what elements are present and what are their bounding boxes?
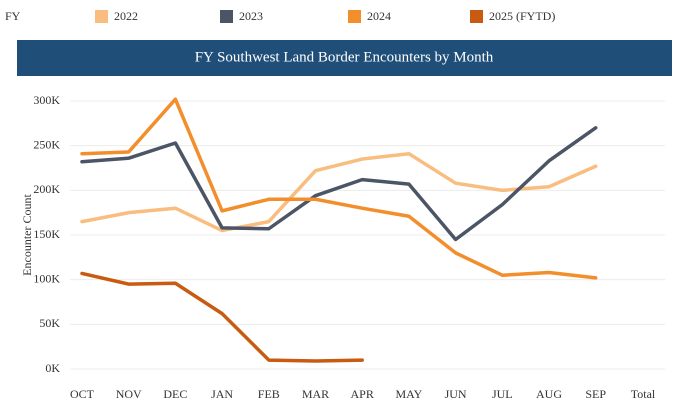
y-tick-label: 0K (45, 361, 60, 375)
legend-swatch (470, 10, 483, 23)
y-tick-label: 250K (33, 137, 60, 151)
y-axis-label: Encounter Count (20, 194, 34, 276)
x-tick-label: MAR (302, 387, 329, 401)
legend-label: 2022 (114, 9, 138, 23)
x-tick-label: APR (351, 387, 374, 401)
legend-label: 2024 (367, 9, 391, 23)
series-line (80, 271, 364, 363)
x-tick-label: SEP (585, 387, 606, 401)
series-line (80, 97, 598, 280)
x-tick-label: JUN (445, 387, 467, 401)
x-tick-label: JUL (492, 387, 513, 401)
y-tick-label: 150K (33, 227, 60, 241)
x-tick-label: MAY (395, 387, 422, 401)
x-tick-label: DEC (163, 387, 187, 401)
legend-swatch (95, 10, 108, 23)
y-tick-label: 200K (33, 182, 60, 196)
x-tick-label: AUG (536, 387, 562, 401)
y-tick-label: 50K (39, 316, 60, 330)
y-tick-label: 100K (33, 271, 60, 285)
legend-swatch (220, 10, 233, 23)
legend-swatch (348, 10, 361, 23)
series-line (80, 151, 598, 233)
series-line (80, 126, 598, 242)
legend-label: 2023 (239, 9, 263, 23)
title-bar (17, 40, 672, 76)
x-tick-label: Total (631, 387, 656, 401)
legend-title: FY (5, 9, 21, 23)
y-tick-label: 300K (33, 93, 60, 107)
legend-label: 2025 (FYTD) (489, 9, 555, 23)
x-tick-label: OCT (70, 387, 95, 401)
x-tick-label: NOV (116, 387, 142, 401)
x-tick-label: FEB (258, 387, 280, 401)
chart-title: FY Southwest Land Border Encounters by M… (195, 49, 494, 65)
x-tick-label: JAN (211, 387, 233, 401)
